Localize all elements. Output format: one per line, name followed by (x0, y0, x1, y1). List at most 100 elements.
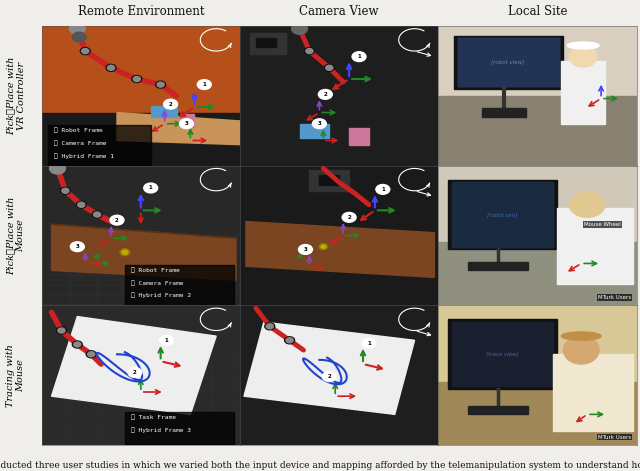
Circle shape (122, 250, 128, 254)
Polygon shape (52, 224, 236, 280)
Polygon shape (52, 317, 216, 414)
Bar (454, 36, 563, 89)
Text: ❶ Robot Frame: ❶ Robot Frame (54, 128, 102, 133)
Ellipse shape (568, 42, 599, 49)
Bar (449, 319, 557, 389)
Polygon shape (117, 113, 240, 145)
Text: 2: 2 (169, 102, 172, 106)
Text: 3: 3 (303, 247, 307, 252)
Circle shape (312, 119, 326, 129)
Text: Pick☉Place with
VR Controller: Pick☉Place with VR Controller (6, 57, 26, 135)
Bar (468, 262, 528, 270)
Circle shape (321, 245, 326, 248)
Text: ❷ Hybrid Frame 3: ❷ Hybrid Frame 3 (131, 427, 191, 432)
Bar (438, 243, 637, 305)
Text: 2: 2 (115, 218, 119, 223)
Polygon shape (246, 221, 435, 277)
Bar (438, 26, 637, 96)
Bar (557, 208, 633, 284)
Circle shape (342, 212, 356, 222)
Circle shape (58, 328, 65, 333)
Text: 2: 2 (328, 374, 331, 379)
Bar (349, 128, 369, 145)
Circle shape (92, 211, 102, 218)
Circle shape (285, 337, 294, 344)
Bar (452, 182, 554, 247)
Bar (449, 179, 557, 250)
Circle shape (108, 65, 115, 70)
Text: Tracing with
Mouse: Tracing with Mouse (6, 344, 26, 406)
Text: Camera View: Camera View (300, 5, 379, 18)
Bar (452, 322, 554, 386)
Circle shape (128, 367, 142, 377)
Bar (438, 96, 637, 166)
Text: ❸ Hybrid Frame 2: ❸ Hybrid Frame 2 (131, 293, 191, 299)
Circle shape (197, 80, 211, 89)
Bar (42, 113, 240, 166)
Text: 2: 2 (323, 92, 327, 97)
Text: ❷ Camera Frame: ❷ Camera Frame (131, 280, 184, 286)
Bar (250, 33, 285, 54)
Circle shape (326, 65, 333, 70)
Bar (482, 108, 525, 117)
Text: Remote Environment: Remote Environment (77, 5, 204, 18)
Circle shape (306, 49, 313, 54)
Circle shape (93, 212, 100, 217)
Text: ❶ Robot Frame: ❶ Robot Frame (131, 268, 180, 273)
Text: ❸ Hybrid Frame 1: ❸ Hybrid Frame 1 (54, 153, 113, 159)
Circle shape (298, 255, 301, 258)
Circle shape (56, 327, 67, 334)
Circle shape (62, 188, 69, 193)
Circle shape (305, 48, 314, 55)
Circle shape (120, 249, 130, 256)
Bar (458, 39, 559, 86)
Text: 1: 1 (381, 187, 385, 192)
Circle shape (80, 48, 90, 55)
Circle shape (318, 89, 332, 99)
Circle shape (179, 119, 193, 129)
Circle shape (292, 23, 307, 34)
Text: Local Site: Local Site (508, 5, 567, 18)
Text: 1: 1 (357, 54, 361, 59)
Circle shape (319, 244, 328, 250)
Circle shape (70, 242, 84, 252)
Bar (438, 305, 637, 382)
Circle shape (88, 352, 95, 357)
Text: [robot view]: [robot view] (492, 60, 524, 65)
Bar (554, 354, 633, 431)
Circle shape (164, 99, 177, 109)
Text: ❷ Camera Frame: ❷ Camera Frame (54, 140, 106, 146)
Circle shape (102, 262, 108, 265)
Circle shape (106, 65, 116, 71)
Text: Pick☉Place with
Mouse: Pick☉Place with Mouse (6, 196, 26, 275)
Bar (438, 166, 637, 243)
Text: 3: 3 (184, 121, 188, 126)
Text: 1: 1 (149, 186, 152, 190)
Circle shape (110, 215, 124, 225)
Bar (319, 175, 339, 185)
Text: 2: 2 (348, 215, 351, 220)
Circle shape (144, 183, 157, 193)
Circle shape (298, 244, 312, 254)
Circle shape (266, 324, 273, 329)
Circle shape (265, 323, 275, 330)
Circle shape (69, 23, 85, 34)
Circle shape (133, 76, 140, 81)
Circle shape (156, 81, 166, 88)
Polygon shape (244, 322, 415, 414)
Bar (125, 412, 234, 444)
Circle shape (72, 341, 83, 348)
Circle shape (362, 338, 376, 348)
Text: 1: 1 (367, 341, 371, 346)
Bar (180, 114, 195, 127)
Bar (561, 61, 605, 124)
Text: MTurk Users: MTurk Users (598, 295, 631, 300)
Text: Fig. 4. We conducted three user studies in which we varied both the input device: Fig. 4. We conducted three user studies … (0, 461, 640, 470)
Bar (310, 170, 349, 191)
Text: 1: 1 (202, 82, 206, 87)
Bar (458, 39, 559, 86)
Bar (468, 406, 528, 414)
Circle shape (95, 255, 100, 258)
Text: [robot sim]: [robot sim] (486, 212, 517, 217)
Text: 3: 3 (317, 121, 321, 126)
